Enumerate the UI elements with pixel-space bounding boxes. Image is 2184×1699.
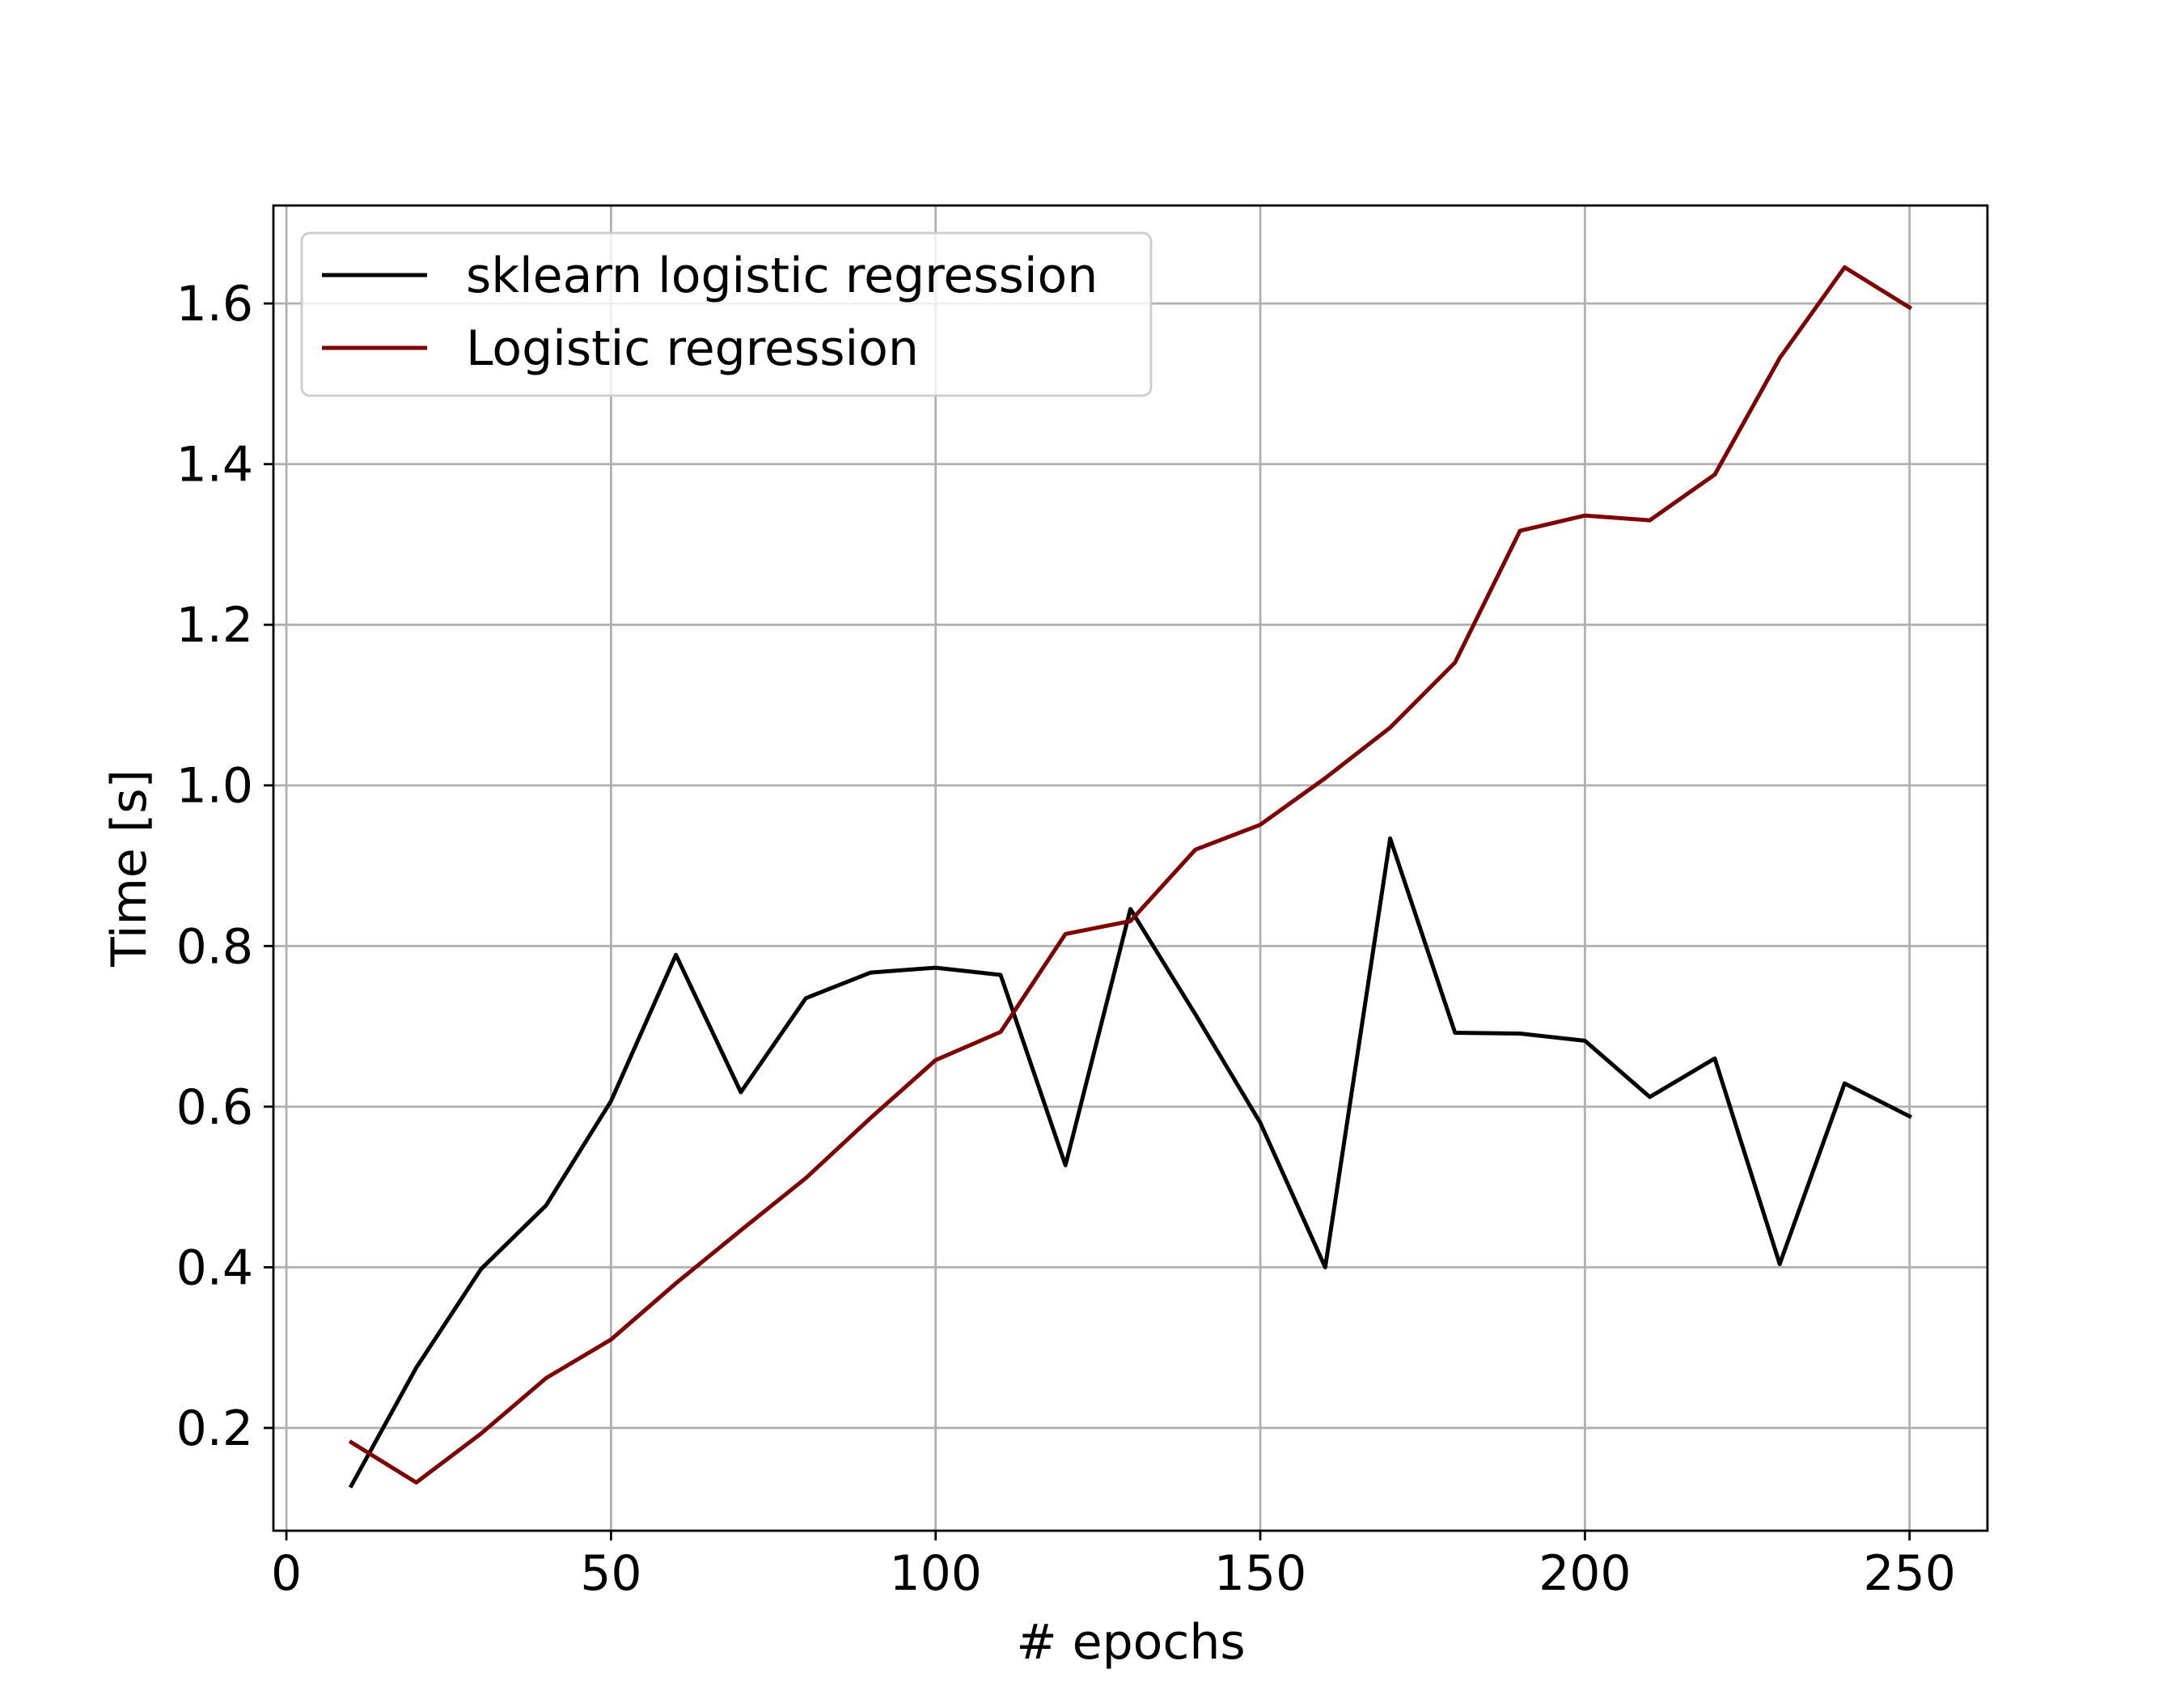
x-axis-label: # epochs: [1016, 1614, 1245, 1671]
y-tick-label: 1.0: [176, 758, 253, 815]
x-tick-label: 200: [1539, 1545, 1632, 1602]
ticks: 0 50 100 150 200 250 0.2 0.4 0.6 0.8 1.0 1.2 1.4 1.6: [176, 276, 1956, 1602]
legend: sklearn logistic regression Logistic reg…: [300, 231, 1153, 397]
legend-frame: [300, 231, 1153, 397]
x-tick-label: 150: [1214, 1545, 1307, 1602]
y-tick-label: 0.8: [176, 918, 253, 975]
y-tick-label: 1.2: [176, 597, 253, 654]
series-line-sklearn-logistic-regression: [348, 836, 1913, 1489]
x-tick-label: 50: [580, 1545, 641, 1602]
x-tick-label: 250: [1863, 1545, 1956, 1602]
legend-label-sklearn: sklearn logistic regression: [466, 248, 1098, 304]
series-line-logistic-regression: [348, 265, 1913, 1485]
y-tick-label: 0.6: [176, 1079, 253, 1136]
x-tick-label: 100: [889, 1545, 982, 1602]
y-tick-label: 1.4: [176, 437, 253, 494]
y-tick-label: 0.2: [176, 1400, 253, 1457]
legend-label-logistic: Logistic regression: [466, 320, 919, 377]
y-axis-label: Time [s]: [101, 769, 158, 968]
plot-area: [273, 205, 1987, 1531]
y-tick-label: 1.6: [176, 276, 253, 333]
x-tick-label: 0: [271, 1545, 302, 1602]
series-layer: [348, 265, 1913, 1489]
plot-frame: [272, 204, 1989, 1532]
y-tick-label: 0.4: [176, 1239, 253, 1296]
